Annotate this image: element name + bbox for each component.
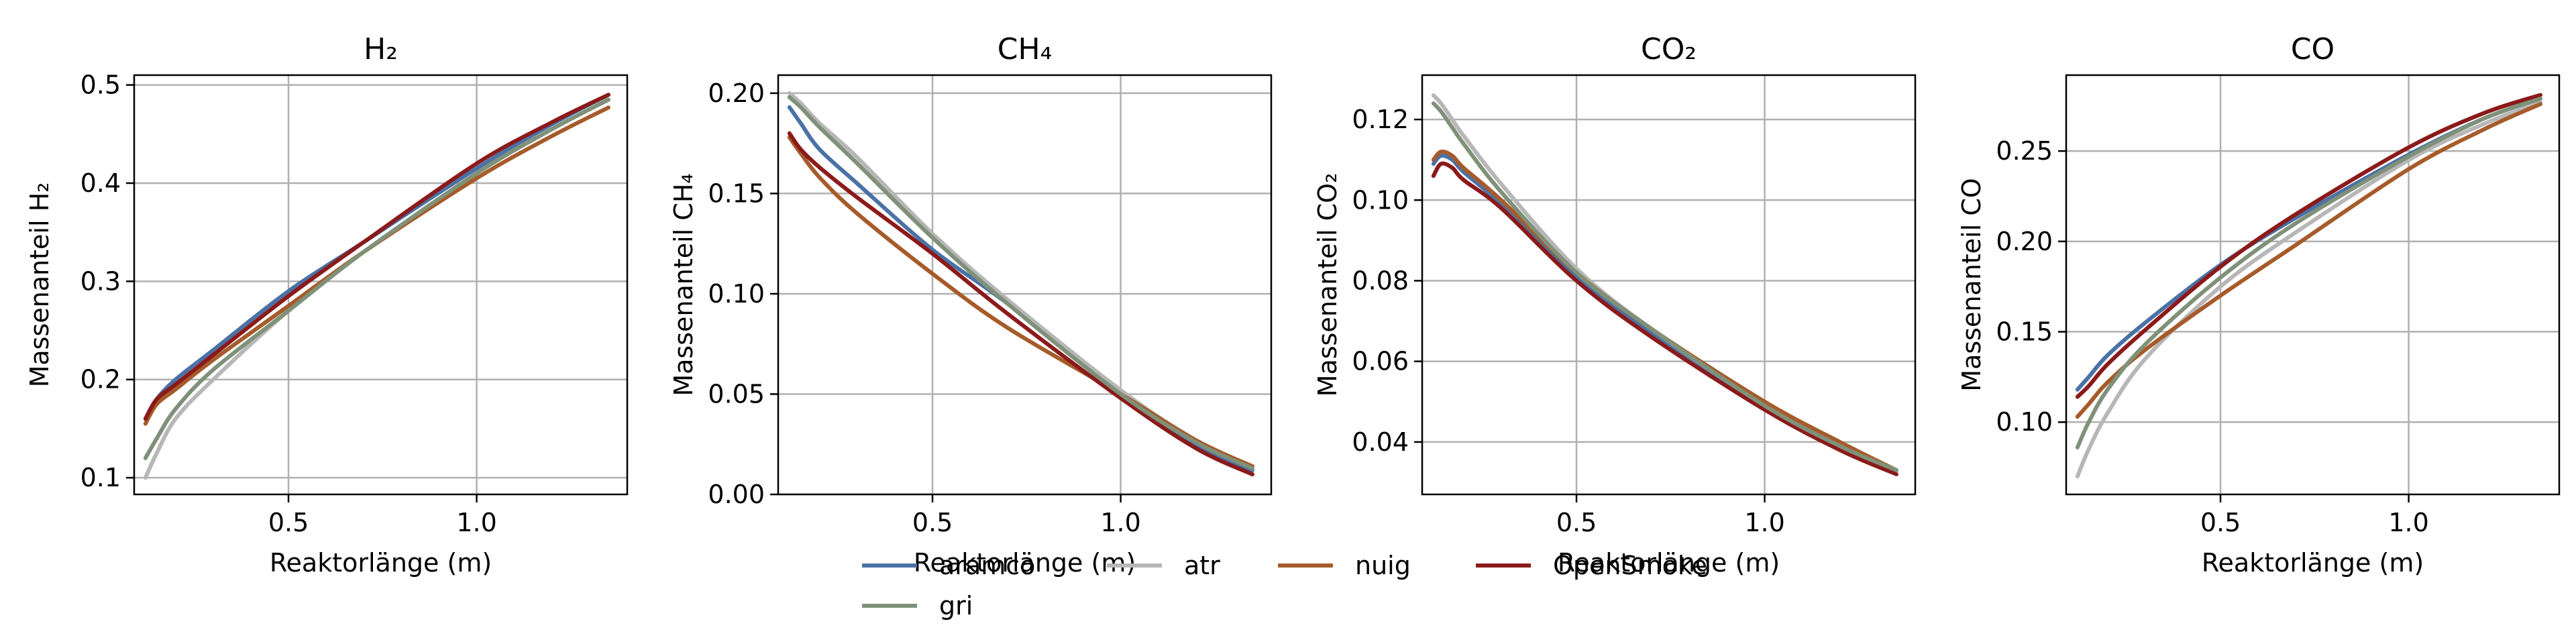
series-line-nuig bbox=[2075, 102, 2542, 419]
legend-entry-opensmoke: OpenSmoke bbox=[1476, 551, 1707, 580]
axes-frame bbox=[777, 74, 1273, 496]
series-group bbox=[787, 91, 1254, 477]
y-tick-label: 0.10 bbox=[708, 279, 765, 309]
legend-label: OpenSmoke bbox=[1553, 551, 1707, 580]
axes-frame bbox=[133, 74, 629, 496]
series-line-aramco bbox=[143, 93, 610, 421]
x-axis-label: Reaktorlänge (m) bbox=[270, 548, 492, 578]
y-tick-label: 0.1 bbox=[80, 463, 121, 492]
y-tick-label: 0.2 bbox=[80, 365, 121, 394]
series-line-atr bbox=[2075, 100, 2542, 479]
series-line-gri bbox=[787, 95, 1254, 471]
series-line-atr bbox=[787, 91, 1254, 469]
y-tick-label: 0.15 bbox=[708, 178, 765, 208]
y-axis-label: Massenanteil CH₄ bbox=[669, 173, 698, 396]
x-tick-label: 0.5 bbox=[268, 508, 309, 537]
x-axis-label: Reaktorlänge (m) bbox=[2202, 548, 2424, 578]
x-tick-label: 0.5 bbox=[1556, 508, 1597, 537]
y-tick-label: 0.20 bbox=[708, 78, 765, 108]
y-tick-label: 0.05 bbox=[708, 379, 765, 409]
chart-panel-2: 0.5 1.0 0.00 0.05 0.10 0.15 0.20 CH₄ Reaktorläng… bbox=[669, 32, 1273, 578]
x-tick-label: 0.5 bbox=[2200, 508, 2241, 537]
series-group bbox=[143, 93, 610, 480]
y-tick-label: 0.10 bbox=[1996, 407, 2053, 437]
legend-entry-gri: gri bbox=[862, 591, 973, 621]
series-line-opensmoke bbox=[1431, 161, 1898, 476]
y-tick-label: 0.12 bbox=[1352, 105, 1409, 134]
y-tick-label: 0.06 bbox=[1352, 347, 1409, 376]
series-line-gri bbox=[143, 97, 610, 460]
x-tick-label: 1.0 bbox=[1744, 508, 1784, 537]
series-line-gri bbox=[2075, 97, 2542, 449]
y-tick-label: 0.25 bbox=[1996, 136, 2053, 166]
y-tick-label: 0.5 bbox=[80, 70, 121, 100]
x-tick-label: 1.0 bbox=[1100, 508, 1140, 537]
series-line-opensmoke bbox=[787, 131, 1254, 477]
chart-panel-4: 0.5 1.0 0.10 0.15 0.20 0.25 CO Reaktorlänge (m)… bbox=[1957, 32, 2561, 578]
y-tick-label: 0.4 bbox=[80, 168, 121, 198]
legend: aramco atr nuig OpenSmoke gri bbox=[862, 551, 1707, 621]
series-line-opensmoke bbox=[143, 93, 610, 421]
axes-frame bbox=[2065, 74, 2561, 496]
x-tick-label: 1.0 bbox=[456, 508, 496, 537]
series-group bbox=[2075, 93, 2542, 479]
legend-label: atr bbox=[1184, 551, 1220, 580]
y-tick-label: 0.15 bbox=[1996, 317, 2053, 347]
legend-entry-nuig: nuig bbox=[1278, 551, 1411, 580]
y-tick-label: 0.10 bbox=[1352, 185, 1409, 215]
chart-title: CH₄ bbox=[998, 32, 1052, 66]
series-line-aramco bbox=[2075, 97, 2542, 392]
y-tick-label: 0.00 bbox=[708, 480, 765, 509]
legend-entry-atr: atr bbox=[1107, 551, 1220, 580]
y-tick-label: 0.3 bbox=[80, 266, 121, 296]
y-tick-label: 0.20 bbox=[1996, 227, 2053, 256]
series-line-atr bbox=[1431, 93, 1898, 472]
y-axis-label: Massenanteil CO₂ bbox=[1313, 173, 1342, 397]
series-line-nuig bbox=[143, 105, 610, 426]
y-axis-label: Massenanteil H₂ bbox=[25, 182, 54, 388]
chart-title: CO bbox=[2291, 32, 2334, 66]
axes-frame bbox=[1421, 74, 1917, 496]
panels: 0.5 1.0 0.1 0.2 0.3 0.4 0.5 H₂ Reaktorlänge (m) M… bbox=[25, 32, 2561, 578]
series-group bbox=[1431, 93, 1898, 476]
x-axis-label: Reaktorlänge (m) bbox=[914, 548, 1136, 578]
series-line-opensmoke bbox=[2075, 93, 2542, 399]
chart-panel-3: 0.5 1.0 0.04 0.06 0.08 0.10 0.12 CO₂ Reaktorläng… bbox=[1313, 32, 1917, 578]
legend-label: aramco bbox=[939, 551, 1035, 580]
x-tick-label: 1.0 bbox=[2388, 508, 2428, 537]
series-line-atr bbox=[143, 97, 610, 480]
chart-title: CO₂ bbox=[1641, 32, 1697, 66]
legend-entry-aramco: aramco bbox=[862, 551, 1035, 580]
series-line-gri bbox=[1431, 101, 1898, 472]
chart-panel-1: 0.5 1.0 0.1 0.2 0.3 0.4 0.5 H₂ Reaktorlänge (m) M… bbox=[25, 32, 629, 578]
y-axis-label: Massenanteil CO bbox=[1957, 178, 1986, 391]
y-tick-label: 0.08 bbox=[1352, 266, 1409, 295]
legend-label: gri bbox=[939, 591, 973, 621]
y-tick-label: 0.04 bbox=[1352, 427, 1409, 457]
legend-label: nuig bbox=[1355, 551, 1411, 580]
x-axis-label: Reaktorlänge (m) bbox=[1558, 548, 1780, 578]
chart-title: H₂ bbox=[364, 32, 398, 66]
x-tick-label: 0.5 bbox=[912, 508, 953, 537]
